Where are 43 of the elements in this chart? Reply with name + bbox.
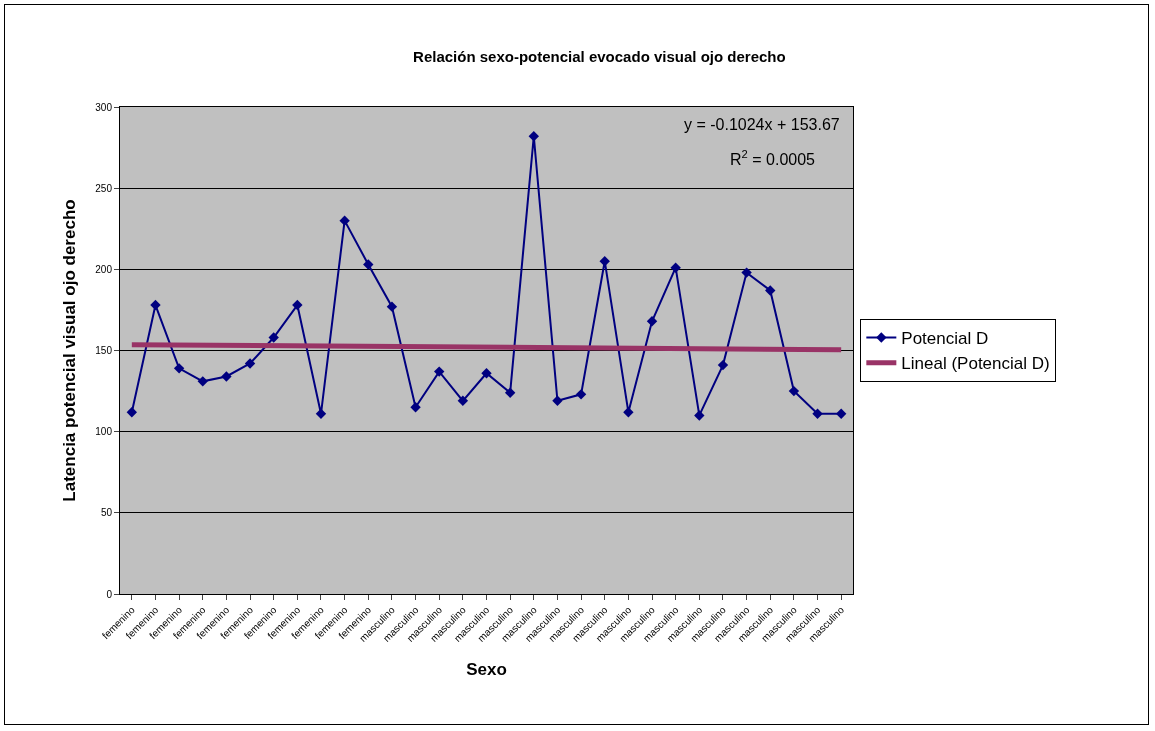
point: [812, 408, 823, 420]
point: [481, 368, 492, 379]
chart-title: Relación sexo-potencial evocado visual ojo derecho: [413, 48, 786, 66]
point: [268, 332, 279, 343]
point: [765, 285, 776, 296]
y-axis-title: Latencia potencial visual ojo derecho: [59, 199, 79, 502]
point: [410, 402, 421, 413]
point: [173, 363, 185, 374]
point: [434, 366, 445, 377]
annotation: y = -0.1024x + 153.67: [684, 116, 840, 133]
y-tick-label: 200: [95, 263, 113, 275]
x-axis-title: Sexo: [466, 660, 507, 680]
annotation: R$^{2}$ = 0.0005: [730, 148, 816, 168]
y-tick-label: 300: [95, 101, 113, 113]
y-tick-label: 50: [100, 507, 113, 519]
point: [197, 376, 208, 387]
point: [126, 406, 138, 418]
point: [292, 299, 303, 311]
point: [315, 408, 327, 420]
point: [741, 267, 752, 278]
point: [835, 408, 847, 420]
y-tick-label: 0: [106, 588, 113, 600]
y-tick-label: 150: [95, 345, 113, 356]
point: [694, 410, 705, 421]
point: [363, 259, 374, 270]
point: [717, 359, 729, 371]
point: [670, 262, 681, 273]
point: [457, 395, 469, 407]
point: [504, 387, 516, 398]
point: [575, 389, 587, 400]
point: [150, 299, 161, 311]
point: [646, 316, 658, 327]
point: [788, 385, 800, 397]
point: [552, 395, 563, 407]
y-tick-label: 250: [95, 182, 113, 194]
point: [244, 358, 256, 369]
point: [221, 371, 232, 382]
legend-label: Lineal (Potencial D): [901, 354, 1050, 374]
y-tick-label: 100: [95, 426, 113, 438]
legend-label: Potencial D: [901, 329, 989, 349]
point: [339, 215, 350, 226]
point: [528, 131, 539, 142]
point: [386, 301, 398, 312]
